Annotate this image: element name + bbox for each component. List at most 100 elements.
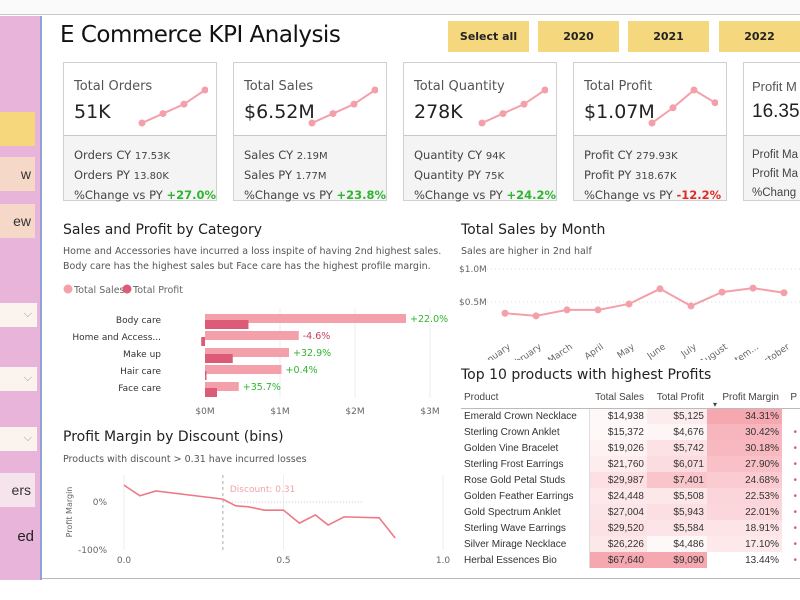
slicer-2020[interactable]: 2020 <box>538 21 619 52</box>
data-label: +32.9% <box>293 348 331 359</box>
top-products-table: Product Total Sales Total Profit Profit Mar… <box>461 388 800 568</box>
kpi-header: Total Orders 51K <box>64 63 216 136</box>
table-row[interactable]: Rose Gold Petal Studs $29,987 $7,401 24.68%… <box>461 472 800 488</box>
partial-cell: • <box>793 522 797 534</box>
nav-button-2[interactable]: w <box>0 157 35 191</box>
sales-line <box>504 287 785 317</box>
profit-bar <box>205 320 249 329</box>
sparkline-point <box>308 119 316 127</box>
kpi-sparkline <box>648 86 718 127</box>
x-tick-label: May <box>616 342 638 360</box>
month-chart-title: Total Sales by Month <box>461 222 606 238</box>
kpi-label: Total Sales <box>244 79 314 94</box>
sales-cell: $14,938 <box>589 408 647 424</box>
reference-line-label: Discount: 0.31 <box>230 485 295 495</box>
column-header[interactable]: Total Sales <box>589 388 647 409</box>
kpi-cy-label: Quantity CY <box>414 148 483 162</box>
partial-cell: • <box>793 474 797 486</box>
table-row[interactable]: Emerald Crown Necklace $14,938 $5,125 34.31… <box>461 408 800 424</box>
column-header[interactable]: Profit Margin ▾ <box>707 388 782 409</box>
table-row[interactable]: Golden Feather Earrings $24,448 $5,508 22.5… <box>461 488 800 504</box>
clear-filters-button[interactable]: ers <box>0 473 35 507</box>
profit-cell: $4,486 <box>647 536 707 552</box>
table-row[interactable]: Sterling Crown Anklet $15,372 $4,676 30.42%… <box>461 424 800 440</box>
sparkline-line <box>311 89 376 124</box>
chevron-down-icon: ⌵ <box>23 431 32 444</box>
margin-cell: 13.44% <box>745 554 779 566</box>
margin-cell: 27.90% <box>707 456 782 472</box>
sparkline-line <box>481 89 546 124</box>
sparkline-point <box>541 86 548 94</box>
kpi-change-value: +23.8% <box>336 188 386 202</box>
sparkline-point <box>180 100 188 108</box>
product-cell: Golden Feather Earrings <box>461 488 590 504</box>
filter-dropdown-2[interactable]: ⌵ <box>0 367 37 391</box>
margin-cell: 24.68% <box>707 472 782 488</box>
table-row[interactable]: Silver Mirage Necklace $26,226 $4,486 17.10… <box>461 536 800 552</box>
profit-cell: $5,508 <box>647 488 707 504</box>
slicer-2021[interactable]: 2021 <box>628 21 709 52</box>
x-tick-label: October <box>756 342 791 360</box>
partial-cell: • <box>793 554 797 566</box>
kpi-cy-value: 94K <box>485 151 506 162</box>
kpi-header: Total Sales $6.52M <box>234 63 386 136</box>
x-tick-label: $3M <box>420 407 439 417</box>
column-header[interactable]: Total Profit <box>647 388 707 409</box>
margin-cell: 22.01% <box>707 504 782 520</box>
margin-cell: 30.18% <box>707 440 782 456</box>
kpi-sparkline <box>308 86 378 127</box>
kpi-details: Sales CY 2.19M Sales PY 1.77M %Change vs P… <box>234 136 386 202</box>
kpi-py-label: Quantity PY <box>414 168 482 182</box>
partial-cell <box>782 408 800 424</box>
kpi-py-value: 75K <box>484 171 505 182</box>
slicer-2022[interactable]: 2022 <box>719 21 800 52</box>
legend-marker <box>122 284 132 294</box>
nav-button-overview[interactable] <box>0 112 35 146</box>
table-row[interactable]: Sterling Frost Earrings $21,760 $6,071 27.9… <box>461 456 800 472</box>
slicer-select-all[interactable]: Select all <box>448 21 529 52</box>
kpi-details: Profit Ma Profit Ma %Chang <box>744 136 800 200</box>
profit-cell: $5,742 <box>647 440 707 456</box>
sales-cell: $67,640 <box>589 552 647 568</box>
filter-dropdown-3[interactable]: ⌵ <box>0 427 37 451</box>
table-row[interactable]: Gold Spectrum Anklet $27,004 $5,943 22.01% • <box>461 504 800 520</box>
chevron-down-icon: ⌵ <box>23 371 32 384</box>
data-point <box>749 284 757 292</box>
sparkline-line <box>141 89 206 124</box>
divider <box>455 578 800 579</box>
data-point <box>501 309 509 317</box>
kpi-cy-label: Profit Ma <box>752 149 799 161</box>
kpi-change-value: -12.2% <box>676 188 722 202</box>
sales-cell: $21,760 <box>589 456 647 472</box>
column-header[interactable]: P <box>782 388 800 409</box>
kpi-py-label: Sales PY <box>244 168 292 182</box>
profit-cell: $7,401 <box>647 472 707 488</box>
kpi-label: Total Quantity <box>414 79 505 94</box>
sparkline-point <box>159 110 167 118</box>
kpi-value: 51K <box>74 101 111 123</box>
kpi-header: Total Quantity 278K <box>404 63 556 136</box>
sparkline-point <box>690 86 698 94</box>
top-bar <box>0 0 800 15</box>
table-row[interactable]: Sterling Wave Earrings $29,520 $5,584 18.91… <box>461 520 800 536</box>
kpi-card: Total Profit $1.07M Profit CY 279.93K Prof… <box>573 62 727 202</box>
product-cell: Rose Gold Petal Studs <box>461 472 590 488</box>
kpi-sparkline <box>138 86 208 127</box>
profit-bar <box>205 371 207 380</box>
kpi-change-label: %Change vs PY <box>414 188 503 202</box>
filter-dropdown-1[interactable]: ⌵ <box>0 303 37 327</box>
column-header[interactable]: Product <box>461 388 589 409</box>
nav-button-3[interactable]: ew <box>0 204 35 238</box>
profit-cell: $4,676 <box>647 424 707 440</box>
discount-line-chart: Discount: 0.31 Profit Margin 0% -100% 0.0 0.5… <box>65 475 450 566</box>
x-tick-label: $1M <box>270 407 289 417</box>
data-point <box>718 288 726 296</box>
x-tick-label: July <box>679 342 699 360</box>
kpi-change-value: +24.2% <box>506 188 556 202</box>
sales-bar <box>205 314 406 323</box>
table-row[interactable]: Golden Vine Bracelet $19,026 $5,742 30.18% • <box>461 440 800 456</box>
table-row[interactable]: Herbal Essences Bio $67,640 $9,090 13.44% • <box>461 552 800 568</box>
product-cell: Silver Mirage Necklace <box>461 536 590 552</box>
kpi-py-value: 13.80K <box>133 171 169 182</box>
